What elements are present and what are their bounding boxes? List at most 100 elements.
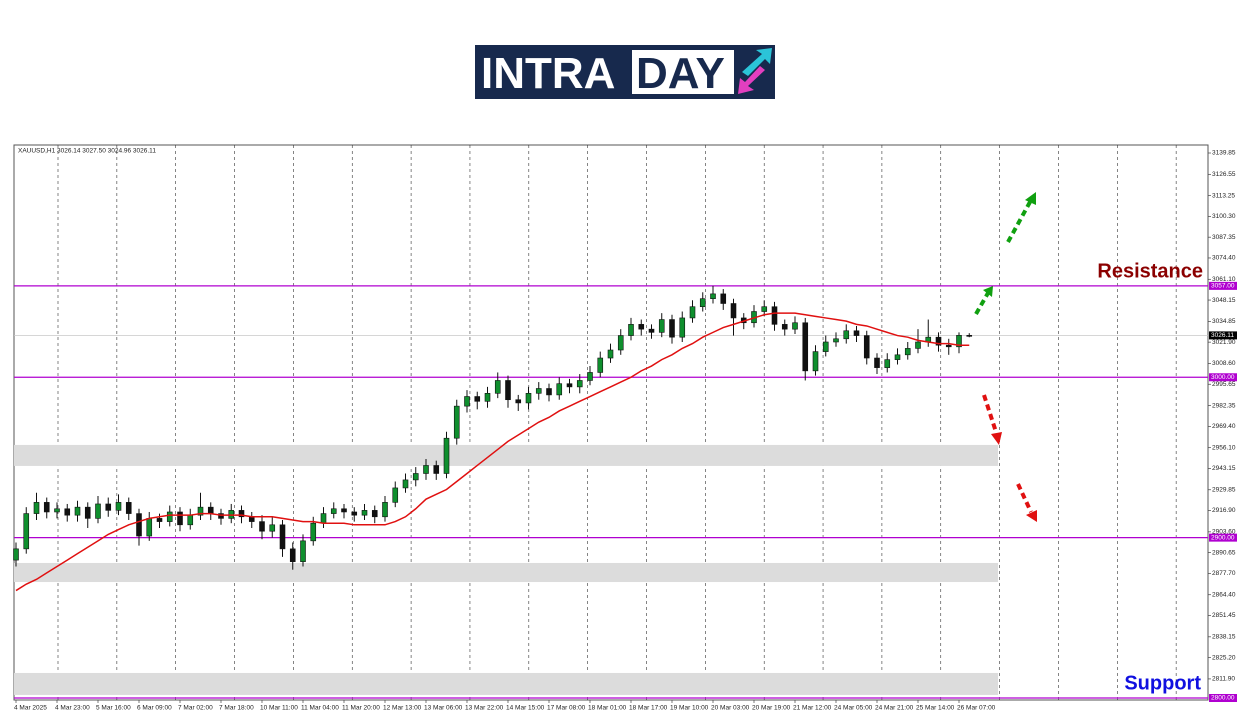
candle-body xyxy=(494,380,501,394)
candle-body xyxy=(812,351,819,372)
candle-body xyxy=(833,338,839,343)
y-tick-label: 2956.10 xyxy=(1212,444,1236,451)
logo-box xyxy=(632,50,734,94)
plot: 3139.85 3126.55 3113.25 3100.30 3087.35 3074.… xyxy=(13,145,1237,712)
candle-body xyxy=(843,330,850,340)
candle-body xyxy=(535,388,542,394)
candle-body xyxy=(587,372,593,381)
x-tick-label: 5 Mar 16:00 xyxy=(96,705,131,712)
x-tick-label: 14 Mar 15:00 xyxy=(506,705,545,712)
support-label: Support xyxy=(1124,672,1201,694)
candle-body xyxy=(884,359,891,368)
x-tick-label: 10 Mar 11:00 xyxy=(260,705,298,712)
candle-body xyxy=(197,506,204,516)
x-tick-label: 24 Mar 05:00 xyxy=(834,705,873,712)
candle-body xyxy=(371,510,378,518)
current-price-label: 3026.11 xyxy=(1211,332,1234,339)
y-tick-label: 2969.40 xyxy=(1212,423,1236,430)
candle-body xyxy=(310,522,317,542)
candle-body xyxy=(792,322,798,330)
x-tick-label: 26 Mar 07:00 xyxy=(957,705,996,712)
x-tick-label: 18 Mar 17:00 xyxy=(629,705,668,712)
candle-body xyxy=(945,344,952,348)
candle-body xyxy=(669,319,675,338)
arrow-down xyxy=(982,394,998,433)
x-tick-label: 21 Mar 12:00 xyxy=(793,705,832,712)
candle-body xyxy=(166,511,173,522)
candle-body xyxy=(525,393,532,404)
candle-body xyxy=(853,330,860,336)
logo-arrow xyxy=(738,66,765,94)
level-label: 2900.00 xyxy=(1211,534,1235,541)
candle-body xyxy=(351,511,358,516)
x-tick-label: 20 Mar 03:00 xyxy=(711,705,750,712)
y-tick-label: 2890.65 xyxy=(1212,549,1236,556)
candle-body xyxy=(136,513,142,537)
candle-body xyxy=(115,502,122,511)
candle-body xyxy=(894,354,901,360)
x-tick-label: 13 Mar 22:00 xyxy=(465,705,504,712)
y-tick-label: 2903.60 xyxy=(1212,529,1236,536)
candle-body xyxy=(13,548,19,561)
x-tick-label: 24 Mar 21:00 xyxy=(875,705,914,712)
candle-body xyxy=(915,341,921,349)
candle-body xyxy=(638,324,645,330)
candle-body xyxy=(515,399,522,404)
candle-body xyxy=(228,510,235,519)
x-tick-label: 25 Mar 14:00 xyxy=(916,705,955,712)
y-tick-label: 3100.30 xyxy=(1212,213,1236,220)
candle-body xyxy=(628,324,634,336)
candle-body xyxy=(105,503,112,511)
arrow-head xyxy=(983,286,993,297)
level-label: 2800.00 xyxy=(1211,695,1235,702)
candle-body xyxy=(730,303,737,319)
candle-body xyxy=(556,383,563,396)
logo: INTRA DAY xyxy=(475,45,775,99)
level-box xyxy=(1209,373,1237,382)
candle-body xyxy=(43,502,50,513)
x-tick-label: 13 Mar 06:00 xyxy=(424,705,463,712)
candle-body xyxy=(720,293,727,304)
y-tick-label: 3087.35 xyxy=(1212,234,1236,241)
y-tick-label: 3021.90 xyxy=(1212,339,1236,346)
candle-body xyxy=(781,324,788,330)
candle-body xyxy=(453,405,460,439)
arrow-up xyxy=(1006,201,1032,243)
candle-body xyxy=(361,510,368,516)
arrow-up xyxy=(974,292,990,315)
candle-body xyxy=(648,328,655,333)
candle-body xyxy=(84,506,91,519)
candle-body xyxy=(289,548,296,562)
candle-body xyxy=(484,393,491,402)
candle-body xyxy=(423,465,429,474)
candle-body xyxy=(566,383,573,388)
candle-body xyxy=(341,508,347,513)
candle-body xyxy=(956,335,962,348)
y-tick-label: 3034.85 xyxy=(1212,318,1236,325)
x-tick-label: 17 Mar 08:00 xyxy=(547,705,586,712)
y-tick-label: 3113.25 xyxy=(1212,192,1235,199)
level-box xyxy=(1209,533,1237,542)
candle-body xyxy=(74,506,81,516)
level-label: 3057.00 xyxy=(1211,283,1235,290)
candle-body xyxy=(802,322,809,372)
candle-body xyxy=(207,506,214,514)
y-tick-label: 3048.15 xyxy=(1212,297,1236,304)
moving-average xyxy=(15,312,970,592)
zone xyxy=(14,444,998,466)
y-tick-label: 2982.35 xyxy=(1212,402,1236,409)
level-box xyxy=(1209,693,1237,702)
candle-body xyxy=(412,473,419,481)
candle-body xyxy=(146,518,153,537)
candle-body xyxy=(505,380,511,401)
y-tick-label: 2995.65 xyxy=(1212,381,1236,388)
y-tick-label: 3074.40 xyxy=(1212,255,1236,262)
arrow-down xyxy=(1016,483,1033,513)
candle-body xyxy=(474,396,481,402)
candle-body xyxy=(874,357,880,368)
y-tick-label: 2864.40 xyxy=(1212,591,1236,598)
y-tick-label: 2916.90 xyxy=(1212,507,1236,514)
y-tick-label: 3061.10 xyxy=(1212,276,1236,283)
y-tick-label: 2851.45 xyxy=(1212,612,1236,619)
